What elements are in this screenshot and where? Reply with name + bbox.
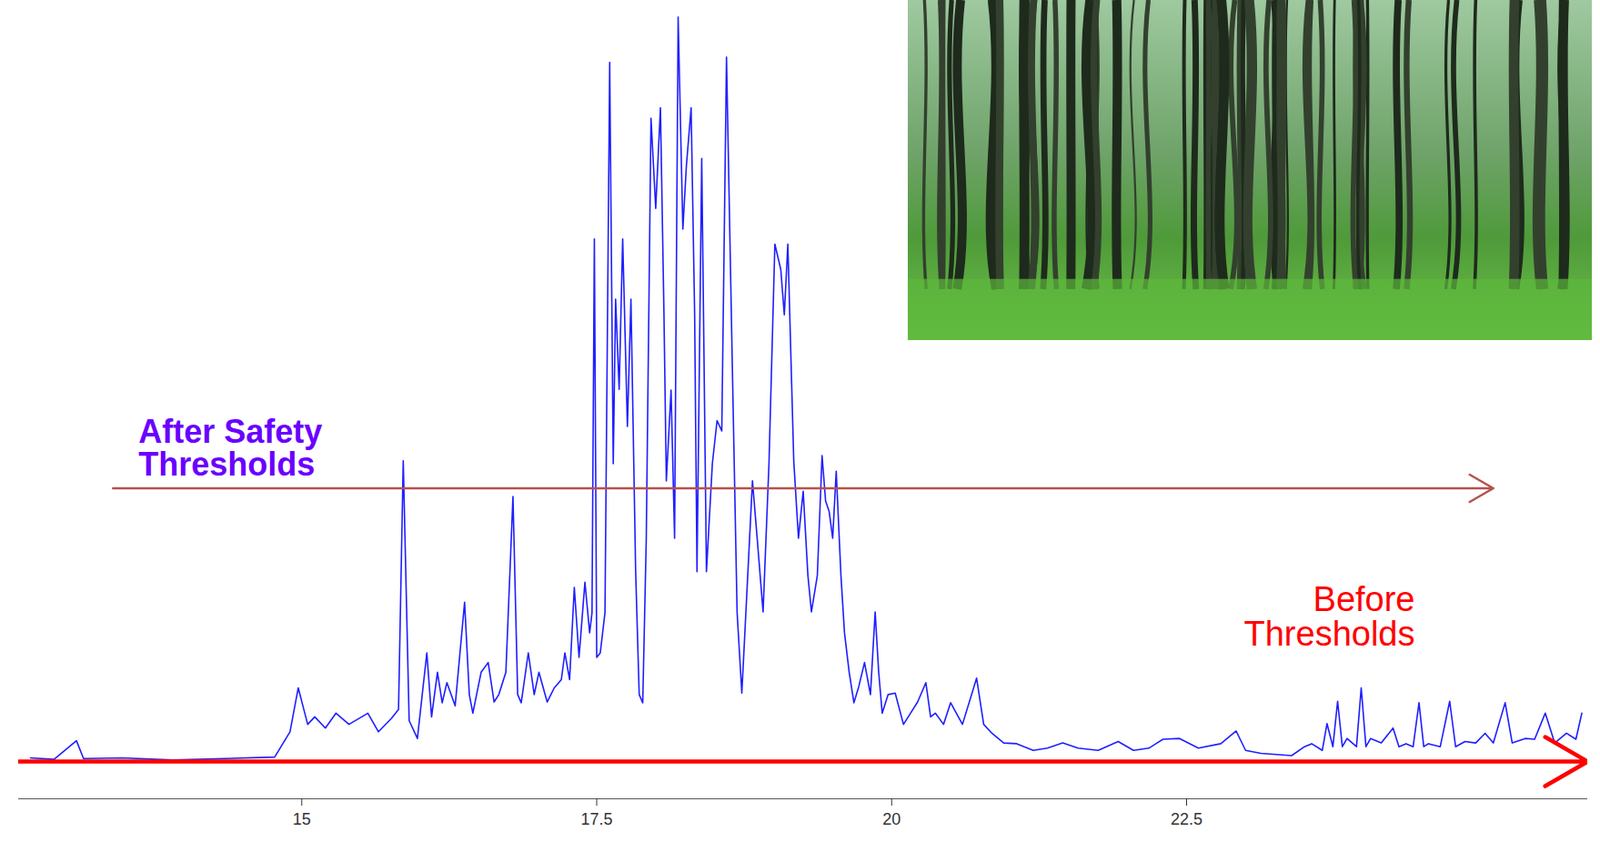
svg-text:22.5: 22.5: [1170, 810, 1203, 829]
svg-text:15: 15: [292, 810, 312, 829]
svg-text:17.5: 17.5: [581, 810, 614, 829]
svg-text:BeforeThresholds: BeforeThresholds: [1244, 580, 1416, 654]
svg-text:20: 20: [882, 810, 901, 829]
svg-text:After SafetyThresholds: After SafetyThresholds: [138, 412, 323, 484]
